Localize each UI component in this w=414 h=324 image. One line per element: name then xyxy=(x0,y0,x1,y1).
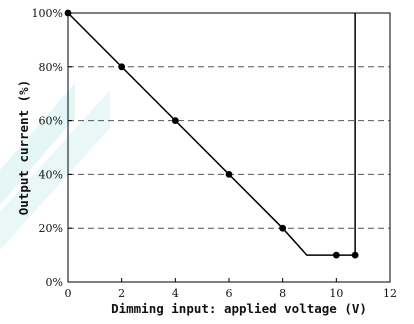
x-tick-label: 0 xyxy=(65,287,72,300)
data-point xyxy=(332,251,340,259)
y-tick-label: 40% xyxy=(39,168,63,181)
y-tick-label: 60% xyxy=(39,115,63,128)
y-tick-label: 0% xyxy=(46,276,63,289)
x-tick-label: 6 xyxy=(226,287,233,300)
tick-marks xyxy=(67,12,391,283)
data-point xyxy=(225,171,233,178)
x-tick-labels: 0 2 4 6 8 10 12 xyxy=(65,287,398,300)
data-point xyxy=(279,224,287,232)
x-axis-title: Dimming input: applied voltage (V) xyxy=(111,301,367,316)
x-tick-label: 8 xyxy=(279,287,286,300)
watermark-stripe xyxy=(0,83,75,205)
y-axis-title: Output current (%) xyxy=(16,80,31,215)
y-tick-labels: 0% 20% 40% 60% 80% 100% xyxy=(32,7,63,289)
x-tick-label: 2 xyxy=(118,287,125,300)
data-point xyxy=(171,117,179,124)
x-tick-label: 4 xyxy=(172,287,179,300)
watermark-stripe xyxy=(0,90,110,250)
gridlines xyxy=(68,66,390,229)
series-group xyxy=(64,9,359,259)
data-point xyxy=(351,251,359,259)
data-point xyxy=(64,9,72,17)
plot-frame xyxy=(67,12,391,283)
y-tick-label: 100% xyxy=(32,7,63,20)
series-line xyxy=(67,12,356,256)
y-tick-label: 80% xyxy=(39,61,63,74)
x-tick-label: 10 xyxy=(329,287,343,300)
watermark xyxy=(0,83,110,250)
x-tick-label: 12 xyxy=(383,287,397,300)
data-point xyxy=(118,63,126,71)
y-tick-label: 20% xyxy=(39,222,63,235)
